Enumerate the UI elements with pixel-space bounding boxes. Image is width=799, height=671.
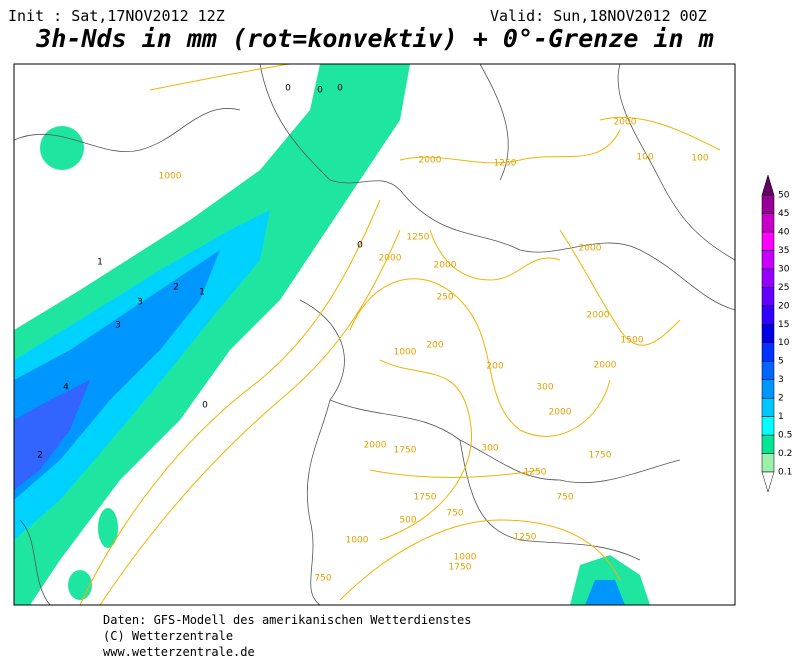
legend-label: 50 (778, 191, 790, 201)
map-label: 1750 (394, 446, 417, 456)
legend-swatch (761, 268, 775, 288)
legend-swatch (761, 434, 775, 454)
legend-label: 20 (778, 301, 790, 311)
map-label: 750 (446, 509, 463, 519)
border-lines (13, 63, 736, 606)
legend-swatch (761, 416, 775, 436)
legend-label: 1 (778, 412, 784, 422)
map-label: 1250 (524, 468, 547, 478)
legend-swatch (761, 231, 775, 251)
legend-swatch (761, 194, 775, 214)
precip-cell (40, 126, 84, 170)
legend-swatch (761, 213, 775, 233)
map-label: 0 (337, 84, 343, 94)
map-label: 1750 (449, 563, 472, 573)
map-label: 750 (556, 493, 573, 503)
legend-label: 45 (778, 209, 789, 219)
map-label: 2000 (614, 118, 637, 128)
legend-swatch (761, 305, 775, 325)
legend-label: 35 (778, 246, 789, 256)
map-label: 1500 (621, 336, 644, 346)
init-time: Init : Sat,17NOV2012 12Z (8, 7, 225, 25)
valid-time: Valid: Sun,18NOV2012 00Z (490, 7, 707, 25)
map-label: 100 (691, 154, 708, 164)
legend-label: 30 (778, 264, 790, 274)
map-label: 1750 (589, 451, 612, 461)
map-label: 0 (317, 86, 323, 96)
map-frame (13, 63, 736, 606)
map-label: 2000 (419, 156, 442, 166)
legend-label: 2 (778, 394, 784, 404)
map-label: 1250 (514, 533, 537, 543)
legend-swatch (761, 379, 775, 399)
freezing-level-isolines (79, 63, 721, 606)
map-label: 0 (357, 241, 363, 251)
map-label: 1000 (346, 536, 369, 546)
footer-line: (C) Wetterzentrale (103, 629, 233, 643)
map-label: 0 (202, 401, 208, 411)
map-label: 1750 (414, 493, 437, 503)
precip-cell (68, 570, 92, 600)
map-label: 250 (436, 293, 453, 303)
precip-heaviest (14, 380, 90, 490)
map-label: 2 (173, 283, 179, 293)
map-label: 1000 (159, 172, 182, 182)
precip-cell (98, 508, 118, 548)
map-label: 2000 (549, 408, 572, 418)
map-label: 1 (199, 288, 205, 298)
legend-top-arrow (761, 174, 775, 196)
map-label: 2000 (434, 261, 457, 271)
footer-line: www.wetterzentrale.de (103, 645, 255, 659)
map-label: 2000 (364, 441, 387, 451)
precip-cell (585, 580, 625, 605)
map-label: 1000 (394, 348, 417, 358)
legend-label: 25 (778, 283, 789, 293)
legend-label: 0.1 (778, 468, 792, 478)
legend-swatch (761, 250, 775, 270)
legend-label: 40 (778, 227, 790, 237)
legend-label: 15 (778, 320, 789, 330)
legend-swatch (761, 397, 775, 417)
map-title: 3h-Nds in mm (rot=konvektiv) + 0°-Grenze… (35, 24, 713, 53)
map-label: 1250 (407, 233, 430, 243)
map-label: 1000 (454, 553, 477, 563)
map-label: 200 (426, 341, 443, 351)
footer-line: Daten: GFS-Modell des amerikanischen Wet… (103, 613, 471, 627)
legend-bottom-arrow (761, 471, 775, 493)
map-label: 0 (285, 84, 291, 94)
precip-light (14, 64, 410, 605)
legend-swatch (761, 360, 775, 380)
map-label: 2 (37, 451, 43, 461)
legend-label: 10 (778, 338, 790, 348)
map-label: 500 (399, 516, 416, 526)
map-label: 200 (486, 362, 503, 372)
map-label: 300 (536, 383, 553, 393)
map-label: 2000 (379, 254, 402, 264)
map-label: 300 (481, 444, 498, 454)
precip-heavy (14, 250, 220, 500)
legend-label: 3 (778, 375, 784, 385)
map-label: 4 (63, 383, 69, 393)
map-label: 1 (97, 258, 103, 268)
map-label: 2000 (594, 361, 617, 371)
legend-swatch (761, 453, 775, 473)
map-label: 2000 (579, 244, 602, 254)
map-label: 2000 (587, 311, 610, 321)
map-label: 3 (115, 321, 121, 331)
legend-label: 0.2 (778, 449, 792, 459)
map-label: 3 (137, 298, 143, 308)
legend-label: 0.5 (778, 431, 792, 441)
legend-swatch (761, 287, 775, 307)
precip-moderate (14, 210, 270, 540)
legend-swatch (761, 342, 775, 362)
map-label: 750 (314, 574, 331, 584)
map-label: 1250 (494, 159, 517, 169)
legend-swatch (761, 324, 775, 343)
legend-label: 5 (778, 357, 784, 367)
map-label: 100 (636, 153, 653, 163)
